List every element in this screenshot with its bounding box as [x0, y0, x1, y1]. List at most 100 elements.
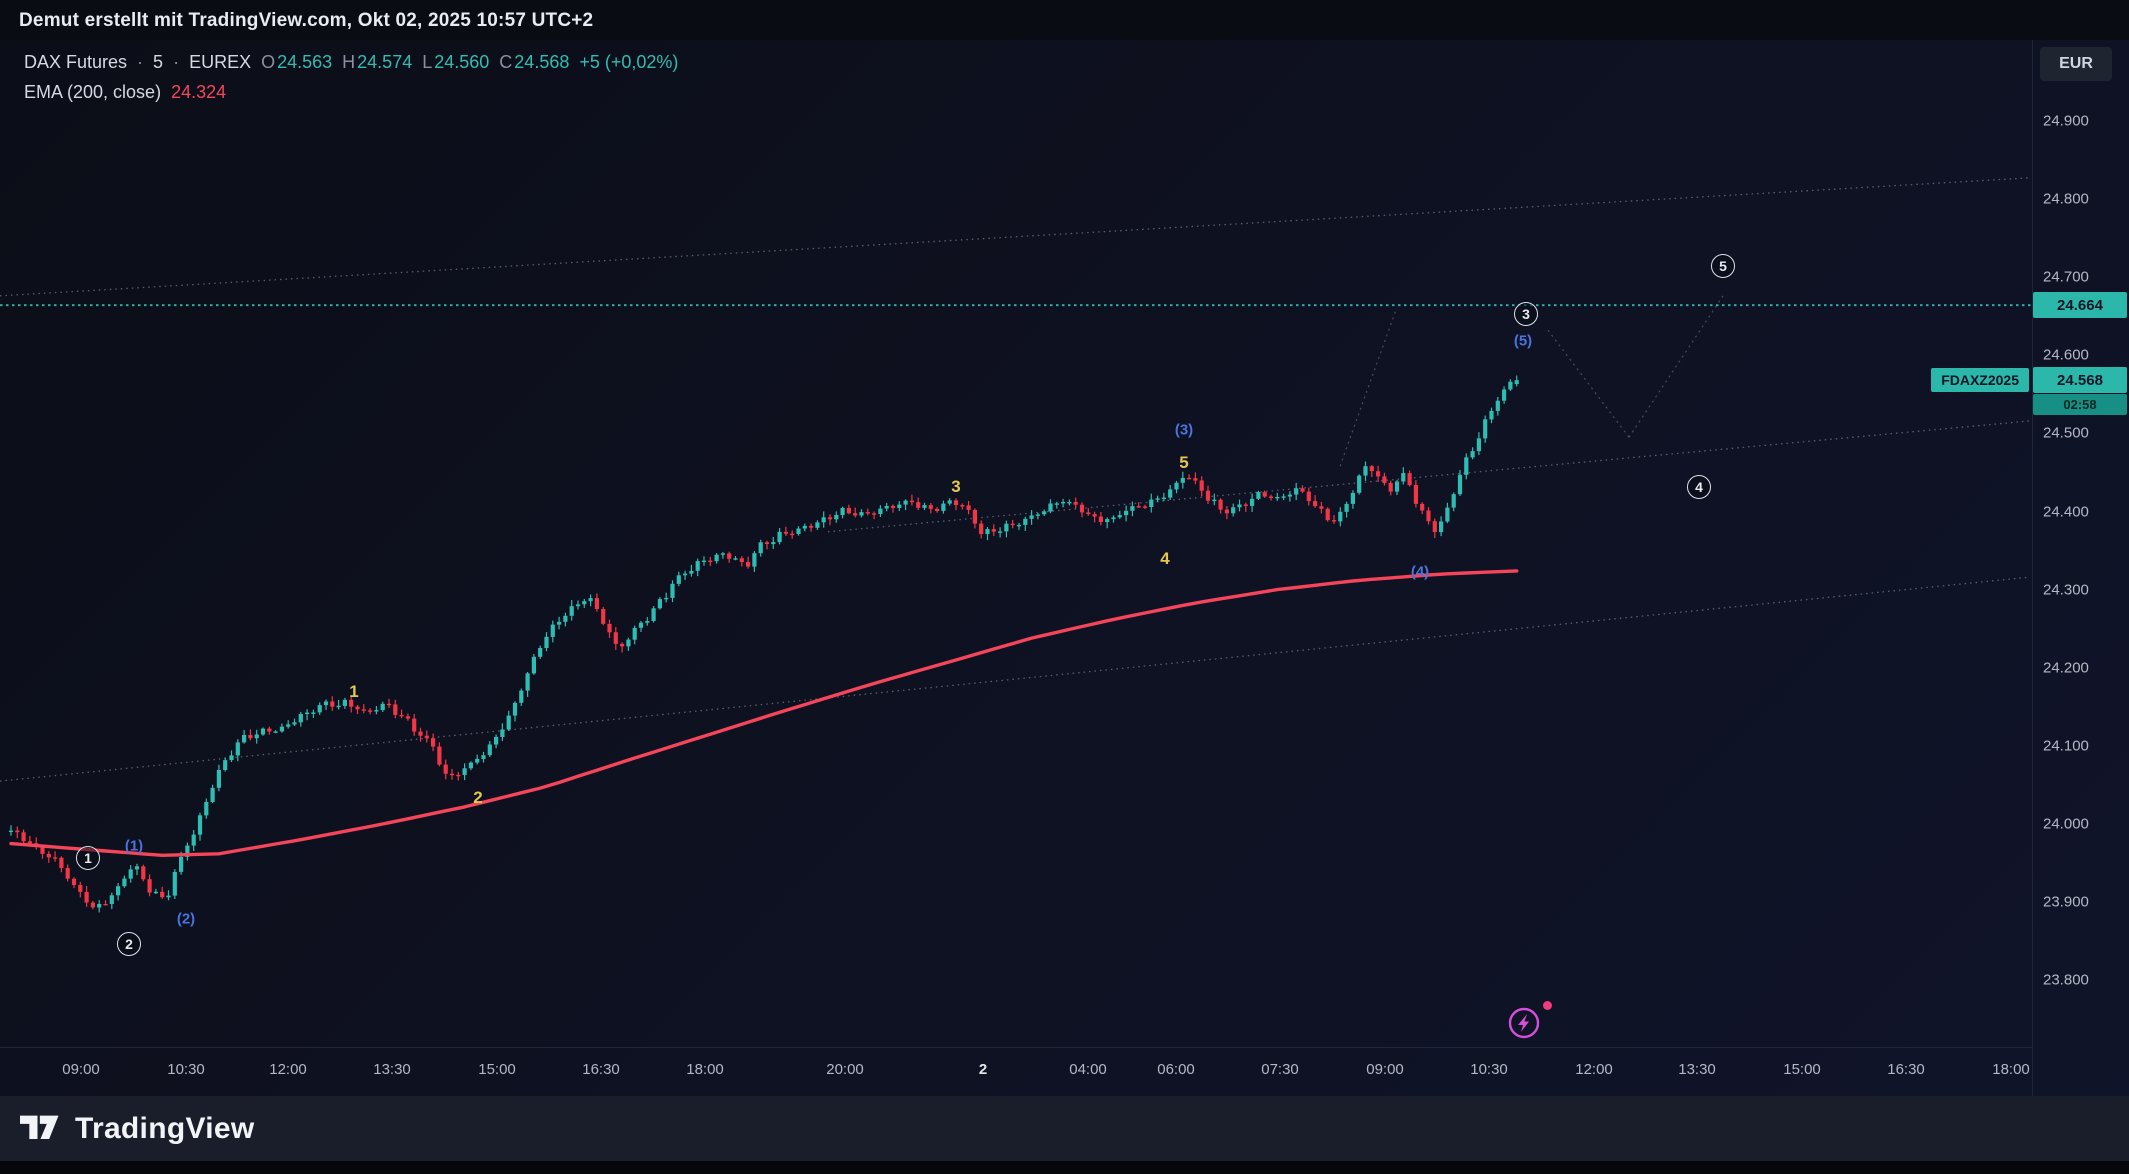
candle-body	[21, 832, 26, 842]
candle-body	[979, 523, 984, 534]
candle-body	[1004, 523, 1009, 532]
interval-label[interactable]: 5	[153, 52, 164, 72]
candle-body	[1174, 482, 1179, 490]
wave-label-circle[interactable]: 2	[117, 931, 141, 956]
change-value: +5 (+0,02%)	[579, 52, 679, 72]
candle-body	[928, 505, 933, 509]
last-price-tag: 24.568	[2033, 367, 2127, 394]
candle-body	[821, 517, 826, 523]
wave-label-blue[interactable]: (5)	[1513, 332, 1533, 350]
candle-body	[437, 746, 442, 765]
candle-body	[1010, 523, 1015, 526]
tradingview-logo[interactable]: TradingView	[20, 1112, 254, 1146]
candle-body	[1514, 380, 1519, 385]
candle-body	[519, 690, 524, 703]
candle-body	[1294, 488, 1299, 495]
price-axis[interactable]: 24.900 24.800 24.700 24.600 24.500 24.400 24.3…	[2032, 40, 2129, 1096]
candle-body	[418, 731, 423, 736]
wave-label-circle[interactable]: 5	[1711, 254, 1735, 279]
candle-body	[223, 760, 228, 770]
wave-label-blue[interactable]: (1)	[124, 837, 144, 855]
candle-body	[1073, 502, 1078, 505]
candle-body	[386, 703, 392, 706]
candle-body	[922, 505, 927, 508]
wave-label-yellow[interactable]: 4	[1160, 549, 1170, 569]
candle-body	[1155, 498, 1160, 500]
wave-label-circle[interactable]: 1	[76, 845, 100, 870]
candle-body	[1319, 506, 1324, 509]
candle-body	[670, 583, 675, 598]
time-tick: 15:00	[1783, 1061, 1821, 1078]
candle-body	[538, 648, 543, 657]
wave-label-blue[interactable]: (3)	[1174, 421, 1194, 439]
candle-body	[563, 615, 568, 622]
candle-body	[462, 768, 467, 775]
candle-body	[714, 554, 719, 562]
chart-plot[interactable]	[0, 0, 2032, 1047]
tradingview-logo-text: TradingView	[75, 1111, 255, 1145]
ema-line[interactable]	[9, 569, 1519, 857]
candlestick-series[interactable]	[8, 375, 1519, 913]
candle-body	[1149, 499, 1154, 507]
price-tick: 24.500	[2043, 424, 2089, 442]
bottom-strip	[0, 1161, 2129, 1174]
candle-body	[708, 560, 713, 562]
time-tick: 04:00	[1069, 1061, 1107, 1078]
candle-body	[27, 841, 32, 844]
candle-body	[1338, 511, 1343, 522]
candle-body	[254, 734, 259, 739]
contract-symbol-tag: FDAXZ2025	[1931, 368, 2029, 393]
candle-body	[71, 878, 77, 885]
legend-separator: ·	[137, 52, 144, 72]
candle-body	[323, 701, 329, 706]
flash-marker[interactable]	[1507, 1001, 1552, 1045]
candle-body	[802, 525, 807, 529]
flash-dot	[1543, 1001, 1552, 1010]
candle-body	[727, 553, 732, 559]
candle-body	[393, 704, 398, 715]
candle-body	[1243, 504, 1248, 506]
candle-body	[645, 621, 650, 623]
candle-body	[1187, 477, 1192, 480]
candle-body	[746, 562, 751, 567]
wave-label-yellow[interactable]: 1	[349, 682, 359, 701]
projection-line[interactable]	[1547, 329, 1630, 438]
wave-label-yellow[interactable]: 3	[951, 477, 961, 497]
candle-body	[878, 508, 883, 514]
trendline[interactable]	[0, 177, 2031, 297]
candle-body	[1470, 451, 1475, 458]
candle-body	[620, 643, 625, 647]
candle-body	[431, 738, 436, 747]
candle-body	[1136, 506, 1141, 508]
wave-label-circle[interactable]: 4	[1687, 475, 1711, 500]
candle-body	[846, 508, 851, 514]
candle-body	[1029, 515, 1034, 519]
candle-body	[1388, 482, 1393, 492]
candle-body	[752, 553, 757, 567]
time-axis[interactable]: 09:00 10:30 12:00 13:30 15:00 16:30 18:00 20:00…	[0, 1047, 2032, 1096]
wave-label-blue[interactable]: (2)	[176, 910, 196, 928]
wave-label-blue[interactable]: (4)	[1410, 563, 1430, 581]
legend-indicator-row[interactable]: EMA (200, close) 24.324	[24, 82, 226, 103]
wave-label-yellow[interactable]: 5	[1179, 453, 1189, 473]
candle-body	[764, 542, 770, 544]
projection-line[interactable]	[1339, 309, 1397, 467]
projection-line[interactable]	[1628, 295, 1724, 438]
candle-body	[1369, 466, 1374, 472]
candle-body	[8, 830, 14, 832]
candle-body	[638, 622, 644, 628]
close-label: C	[499, 52, 513, 72]
candle-body	[160, 891, 165, 898]
candle-body	[468, 762, 473, 769]
candle-body	[575, 604, 581, 607]
time-tick: 12:00	[1575, 1061, 1613, 1078]
currency-button[interactable]: EUR	[2040, 47, 2112, 81]
trendline[interactable]	[0, 576, 2031, 782]
legend-symbol-row[interactable]: DAX Futures · 5 · EUREX O 24.563 H 24.574 …	[24, 52, 678, 73]
wave-label-circle[interactable]: 3	[1514, 301, 1538, 326]
wave-label-yellow[interactable]: 2	[473, 788, 483, 808]
candle-body	[1061, 502, 1066, 504]
candle-body	[1054, 503, 1059, 505]
candle-body	[733, 558, 738, 560]
candle-body	[185, 845, 190, 857]
